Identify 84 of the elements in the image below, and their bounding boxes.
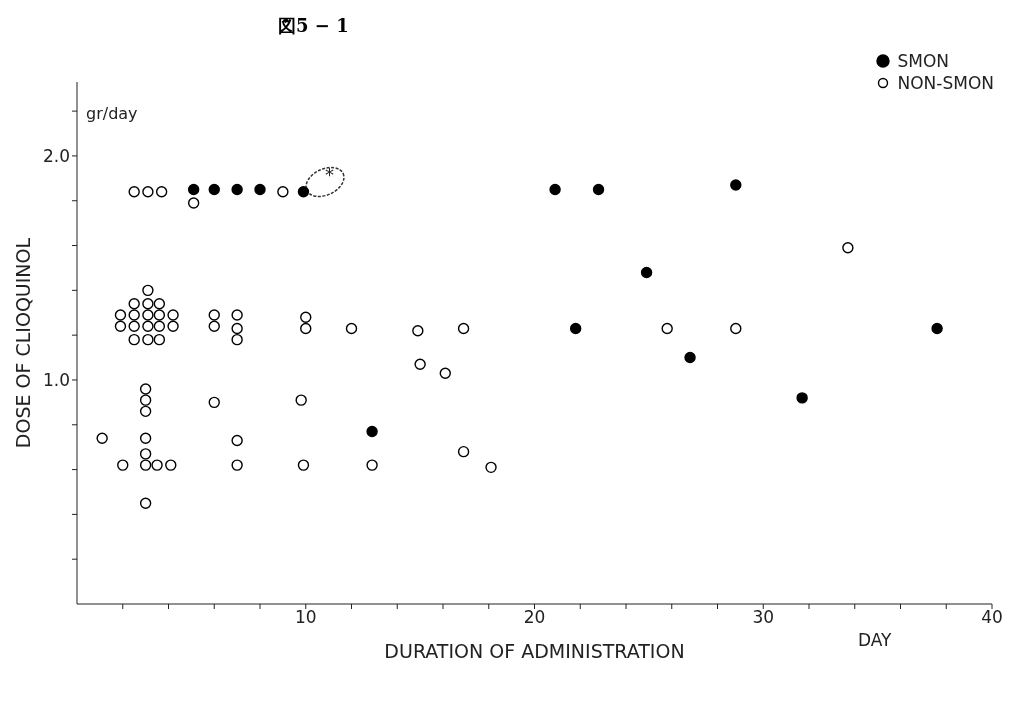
x-tick-label: 20 <box>523 607 546 628</box>
point <box>297 186 310 198</box>
point <box>139 394 152 406</box>
point <box>96 432 108 444</box>
point <box>569 322 582 335</box>
point <box>139 448 152 460</box>
point <box>187 197 200 209</box>
point <box>412 324 424 337</box>
point <box>796 392 808 404</box>
point <box>931 322 943 335</box>
point <box>142 284 154 297</box>
y-tick-label: 1.0 <box>42 370 70 390</box>
point <box>295 394 307 406</box>
point <box>366 459 378 471</box>
point <box>457 322 470 335</box>
point <box>167 320 179 332</box>
point <box>661 322 673 335</box>
point <box>300 311 312 323</box>
point <box>142 186 154 198</box>
point <box>139 383 152 395</box>
point <box>128 320 140 332</box>
point <box>128 309 140 321</box>
point <box>730 179 742 191</box>
point <box>153 309 166 321</box>
point <box>684 351 696 364</box>
point <box>128 298 140 310</box>
annotation: gr/day <box>86 104 138 123</box>
point <box>142 333 154 346</box>
point <box>439 367 451 379</box>
point <box>592 183 605 196</box>
point <box>231 183 243 196</box>
point <box>165 459 177 471</box>
point <box>231 333 243 346</box>
point <box>142 320 154 332</box>
point <box>297 459 310 471</box>
point <box>457 445 470 458</box>
chart-title: 図5 − 1 <box>278 14 349 38</box>
point <box>139 459 152 471</box>
point <box>549 183 561 196</box>
x-axis-title: DURATION OF ADMINISTRATION <box>384 640 685 662</box>
point <box>300 322 312 335</box>
point <box>153 333 166 346</box>
legend-label: SMON <box>897 50 950 72</box>
annotation: * <box>325 164 334 185</box>
point <box>139 405 152 418</box>
point <box>155 186 168 198</box>
point <box>842 242 854 254</box>
point <box>142 298 154 310</box>
point <box>231 322 243 335</box>
point <box>114 309 127 321</box>
x-tick-label: 40 <box>981 607 1003 628</box>
point <box>231 434 243 447</box>
x-tick-label: 10 <box>294 607 317 628</box>
point <box>139 497 152 509</box>
point <box>277 186 289 198</box>
point <box>139 432 152 444</box>
x-tick-label: 30 <box>752 607 775 628</box>
point <box>366 425 378 438</box>
point <box>254 183 266 196</box>
point <box>117 459 129 471</box>
point <box>208 309 220 321</box>
legend-label: NON-SMON <box>897 72 994 94</box>
point <box>485 461 497 474</box>
point <box>114 320 127 332</box>
point <box>153 298 166 310</box>
y-tick-label: 2.0 <box>42 145 70 166</box>
point <box>128 333 140 346</box>
point <box>208 396 220 409</box>
point <box>153 320 166 332</box>
point <box>151 459 163 471</box>
point <box>208 183 220 196</box>
y-axis-title: DOSE OF CLIOQUINOL <box>11 237 34 449</box>
text: DAY <box>858 630 892 650</box>
point <box>187 183 200 196</box>
point <box>142 309 154 321</box>
point <box>231 459 243 471</box>
point <box>128 186 140 198</box>
point <box>730 322 742 335</box>
point <box>208 320 220 332</box>
point <box>640 266 653 279</box>
point <box>345 322 358 335</box>
point <box>167 309 179 321</box>
point <box>231 309 243 321</box>
point <box>414 358 426 370</box>
